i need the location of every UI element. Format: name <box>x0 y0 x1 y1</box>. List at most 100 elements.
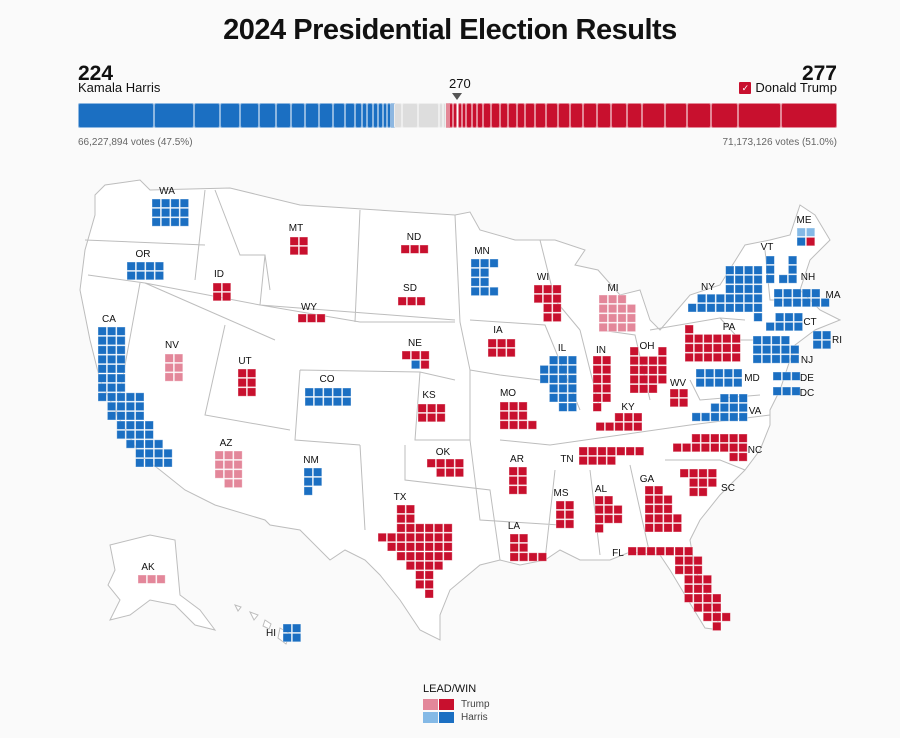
electoral-vote-tile <box>223 450 234 460</box>
electoral-vote-tile <box>689 477 699 488</box>
state-tiles-nj[interactable] <box>752 335 800 364</box>
state-tiles-vt[interactable] <box>765 255 775 284</box>
electoral-vote-tile <box>144 439 154 449</box>
state-tiles-pa[interactable] <box>684 324 741 363</box>
electoral-vote-tile <box>443 551 453 561</box>
electoral-vote-tile <box>674 565 684 575</box>
state-tiles-ct[interactable] <box>765 312 804 332</box>
state-tiles-ia[interactable] <box>487 338 516 358</box>
electoral-vote-tile <box>282 633 292 643</box>
state-tiles-ca[interactable] <box>97 326 173 468</box>
electoral-vote-tile <box>552 293 562 304</box>
state-tiles-al[interactable] <box>594 495 623 534</box>
state-label-ct: CT <box>803 317 816 328</box>
electoral-vote-tile <box>145 270 155 281</box>
electoral-vote-tile <box>595 421 605 432</box>
state-tiles-ok[interactable] <box>426 458 465 478</box>
electoral-vote-tile <box>424 589 434 599</box>
state-tiles-nd[interactable] <box>400 244 429 254</box>
electoral-vote-tile <box>623 412 634 422</box>
bar-segment-ne <box>461 103 466 128</box>
electoral-vote-tile <box>702 603 713 613</box>
bar-segment-ut <box>482 103 492 128</box>
state-tiles-ma[interactable] <box>773 288 830 308</box>
state-tiles-wv[interactable] <box>669 388 689 408</box>
state-tiles-tn[interactable] <box>578 446 645 466</box>
state-tiles-co[interactable] <box>304 387 352 407</box>
state-tiles-ny[interactable] <box>687 265 763 322</box>
state-tiles-wa[interactable] <box>151 198 189 227</box>
state-tiles-mn[interactable] <box>470 258 499 297</box>
electoral-vote-tile <box>470 277 480 287</box>
legend-swatch-harris-win <box>439 711 454 723</box>
state-tiles-ms[interactable] <box>555 500 575 529</box>
state-label-wa: WA <box>159 186 175 197</box>
state-tiles-ak[interactable] <box>137 574 166 584</box>
electoral-vote-tile <box>417 412 427 423</box>
state-tiles-de[interactable] <box>772 371 801 381</box>
state-tiles-nh[interactable] <box>778 255 798 284</box>
state-tiles-nm[interactable] <box>303 467 323 496</box>
state-tiles-ar[interactable] <box>508 466 528 495</box>
electoral-vote-tile <box>396 551 406 561</box>
state-tiles-ga[interactable] <box>644 485 683 533</box>
state-tiles-in[interactable] <box>592 355 612 412</box>
electoral-vote-tile <box>116 401 126 412</box>
electoral-vote-tile <box>703 352 713 363</box>
state-tiles-wi[interactable] <box>533 284 562 323</box>
state-tiles-il[interactable] <box>539 355 578 412</box>
electoral-vote-tile <box>722 343 732 353</box>
state-tiles-va[interactable] <box>691 393 748 422</box>
state-tiles-mo[interactable] <box>499 401 538 430</box>
electoral-vote-tile <box>588 446 598 456</box>
electoral-vote-tile <box>629 355 639 366</box>
electoral-vote-tile <box>710 442 720 453</box>
electoral-vote-tile <box>506 347 516 358</box>
electoral-vote-tile <box>719 393 730 403</box>
state-tiles-la[interactable] <box>509 533 548 562</box>
electoral-vote-tile <box>107 373 117 383</box>
electoral-vote-tile <box>97 382 107 393</box>
state-tiles-wy[interactable] <box>297 313 326 323</box>
state-label-wy: WY <box>301 302 317 313</box>
state-tiles-tx[interactable] <box>377 504 453 599</box>
state-tiles-id[interactable] <box>212 282 232 302</box>
electoral-vote-tile <box>684 333 694 344</box>
state-label-ms: MS <box>554 488 569 499</box>
state-tiles-me[interactable] <box>796 227 816 247</box>
state-tiles-nc[interactable] <box>672 433 748 462</box>
electoral-vote-tile <box>684 352 694 363</box>
electoral-vote-tile <box>594 514 604 524</box>
state-tiles-fl[interactable] <box>627 546 731 632</box>
state-tiles-mt[interactable] <box>289 236 309 256</box>
state-tiles-ky[interactable] <box>595 412 643 432</box>
harris-name: Kamala Harris <box>78 80 161 95</box>
state-tiles-hi[interactable] <box>282 623 302 643</box>
electoral-vote-tile <box>116 345 126 355</box>
state-tiles-ks[interactable] <box>417 403 446 423</box>
state-tiles-ri[interactable] <box>812 330 832 350</box>
state-tiles-md[interactable] <box>695 368 743 388</box>
bar-segment-tx <box>780 103 837 128</box>
state-tiles-mi[interactable] <box>598 294 637 333</box>
electoral-vote-tile <box>684 546 694 556</box>
bar-segment-wa <box>258 103 276 128</box>
electoral-vote-tile <box>173 372 184 382</box>
state-tiles-ut[interactable] <box>237 368 257 397</box>
electoral-vote-tile <box>729 402 739 413</box>
electoral-vote-tile <box>567 402 578 412</box>
state-tiles-ne[interactable] <box>401 350 430 370</box>
state-tiles-sc[interactable] <box>679 468 718 497</box>
electoral-vote-tile <box>719 433 729 443</box>
electoral-vote-tile <box>156 574 166 584</box>
state-tiles-oh[interactable] <box>629 346 668 394</box>
state-tiles-dc[interactable] <box>772 386 801 396</box>
electoral-vote-tile <box>703 333 713 344</box>
electoral-vote-tile <box>342 396 352 407</box>
state-tiles-az[interactable] <box>214 450 243 489</box>
state-tiles-sd[interactable] <box>397 296 426 306</box>
state-tiles-or[interactable] <box>126 261 164 281</box>
state-tiles-nv[interactable] <box>164 353 184 382</box>
electoral-vote-tile <box>549 355 559 365</box>
electoral-vote-tile <box>771 344 781 355</box>
